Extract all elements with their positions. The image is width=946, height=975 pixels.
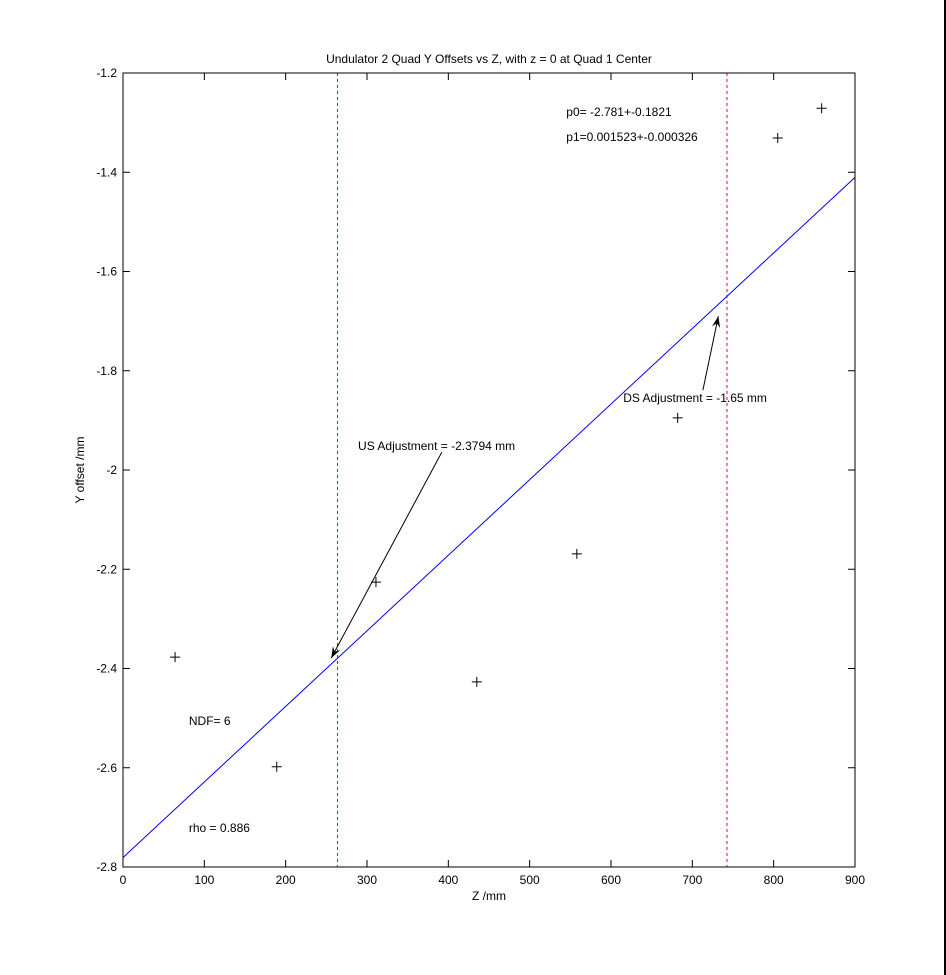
window-edge <box>944 0 946 975</box>
x-tick-label: 200 <box>276 873 296 887</box>
data-point <box>170 652 181 663</box>
annotation-text: US Adjustment = -2.3794 mm <box>358 439 515 453</box>
y-tick-label: -1.4 <box>96 165 117 179</box>
y-tick-label: -1.8 <box>96 364 117 378</box>
data-point <box>571 548 582 559</box>
annotation-text: DS Adjustment = -1.65 mm <box>623 391 767 405</box>
y-tick-label: -2.6 <box>96 761 117 775</box>
annotation-text: rho = 0.886 <box>189 821 250 835</box>
x-tick-label: 100 <box>194 873 214 887</box>
plot-area-frame <box>122 72 856 868</box>
x-axis-label: Z /mm <box>472 889 506 903</box>
fit-line <box>122 176 856 858</box>
y-tick-label: -1.6 <box>96 265 117 279</box>
chart-title: Undulator 2 Quad Y Offsets vs Z, with z … <box>326 52 652 66</box>
y-tick-label: -1.2 <box>96 66 117 80</box>
x-tick-label: 800 <box>764 873 784 887</box>
annotation-arrow <box>702 316 719 391</box>
x-tick-label: 300 <box>357 873 377 887</box>
x-tick-label: 900 <box>845 873 865 887</box>
arrow-head <box>331 646 341 659</box>
x-tick-label: 400 <box>438 873 458 887</box>
data-point <box>471 676 482 687</box>
annotation-text: p0= -2.781+-0.1821 <box>566 105 672 119</box>
annotation-text: p1=0.001523+-0.000326 <box>566 130 698 144</box>
annotation-text: NDF= 6 <box>189 714 231 728</box>
annotation-arrow <box>330 451 443 659</box>
x-tick-label: 700 <box>682 873 702 887</box>
y-axis-label: Y offset /mm <box>73 437 87 504</box>
y-tick-label: -2.4 <box>96 662 117 676</box>
data-point <box>271 761 282 772</box>
y-tick-label: -2.8 <box>96 860 117 874</box>
x-tick-label: 500 <box>520 873 540 887</box>
x-tick-label: 600 <box>601 873 621 887</box>
y-tick-label: -2.2 <box>96 562 117 576</box>
data-point <box>816 103 827 114</box>
data-point <box>772 133 783 144</box>
x-tick-label: 0 <box>120 873 127 887</box>
data-point <box>370 577 381 588</box>
y-tick-label: -2 <box>106 463 117 477</box>
arrow-head <box>712 316 721 329</box>
data-point <box>672 412 683 423</box>
